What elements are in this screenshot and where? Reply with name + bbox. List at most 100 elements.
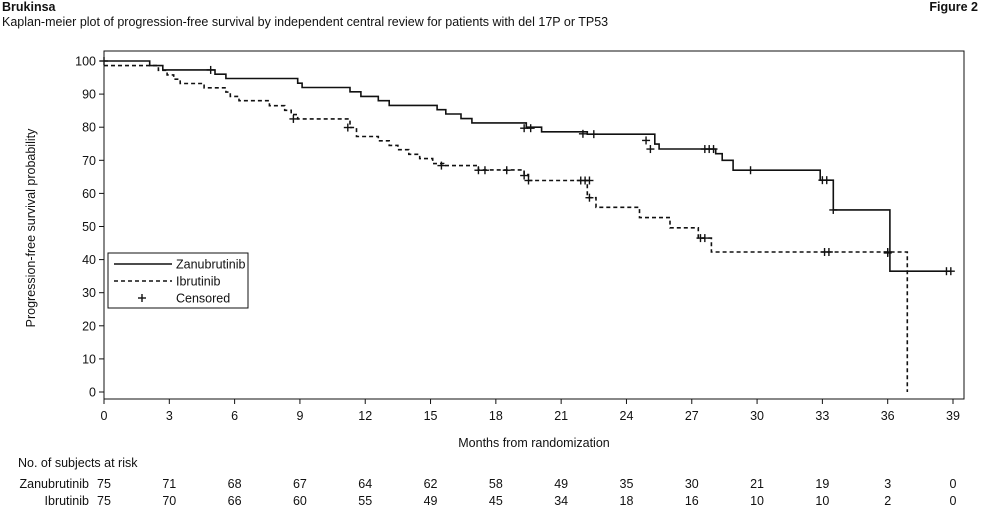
- x-axis-label: Months from randomization: [458, 436, 610, 450]
- y-tick-label: 70: [82, 154, 96, 168]
- censor-mark-ibrutinib: [480, 166, 489, 175]
- risk-value-zanubrutinib: 35: [620, 477, 634, 491]
- x-tick-label: 27: [685, 409, 699, 423]
- risk-value-ibrutinib: 66: [228, 494, 242, 508]
- risk-row-label-ibrutinib: Ibrutinib: [45, 494, 90, 508]
- risk-value-zanubrutinib: 30: [685, 477, 699, 491]
- censor-mark-ibrutinib: [502, 166, 511, 175]
- censor-mark-ibrutinib: [289, 114, 298, 123]
- x-tick-label: 3: [166, 409, 173, 423]
- series-layer: [100, 57, 955, 392]
- risk-value-ibrutinib: 2: [884, 494, 891, 508]
- x-tick-label: 12: [358, 409, 372, 423]
- risk-value-zanubrutinib: 21: [750, 477, 764, 491]
- censor-mark-zanubrutinib: [206, 65, 215, 74]
- plot-frame: [103, 50, 965, 400]
- censor-mark-zanubrutinib: [709, 145, 718, 154]
- legend-symbol-censored: [138, 294, 146, 302]
- risk-table: No. of subjects at risk Zanubrutinib 75 71…: [18, 456, 957, 508]
- legend-label-censored: Censored: [176, 292, 230, 306]
- risk-value-ibrutinib: 70: [162, 494, 176, 508]
- censor-mark-ibrutinib: [524, 176, 533, 185]
- y-tick-label: 40: [82, 253, 96, 267]
- risk-value-ibrutinib: 16: [685, 494, 699, 508]
- series-zanubrutinib: [100, 57, 955, 276]
- x-tick-label: 30: [750, 409, 764, 423]
- x-tick-label: 15: [424, 409, 438, 423]
- risk-value-zanubrutinib: 68: [228, 477, 242, 491]
- risk-value-zanubrutinib: 49: [554, 477, 568, 491]
- risk-table-heading: No. of subjects at risk: [18, 456, 138, 470]
- x-tick-label: 6: [231, 409, 238, 423]
- censor-mark-ibrutinib: [585, 176, 594, 185]
- legend: Zanubrutinib Ibrutinib Censored: [107, 252, 249, 309]
- y-axis: 0 10 20 30 40 50 60 70 80 90 100: [75, 55, 104, 400]
- x-tick-label: 21: [554, 409, 568, 423]
- risk-value-ibrutinib: 75: [97, 494, 111, 508]
- censor-mark-zanubrutinib: [822, 176, 831, 185]
- x-tick-label: 0: [101, 409, 108, 423]
- censor-mark-ibrutinib: [824, 247, 833, 256]
- x-tick-label: 33: [815, 409, 829, 423]
- censor-mark-zanubrutinib: [829, 205, 838, 214]
- censor-mark-ibrutinib: [700, 234, 709, 243]
- plot-border: [103, 50, 965, 400]
- risk-value-ibrutinib: 34: [554, 494, 568, 508]
- x-tick-label: 24: [620, 409, 634, 423]
- risk-value-zanubrutinib: 71: [162, 477, 176, 491]
- censor-mark-ibrutinib: [585, 193, 594, 202]
- km-curve-ibrutinib: [104, 64, 909, 392]
- y-tick-label: 80: [82, 121, 96, 135]
- brand-name: Brukinsa: [2, 0, 56, 14]
- series-ibrutinib: [104, 64, 909, 392]
- y-tick-label: 90: [82, 88, 96, 102]
- y-tick-label: 50: [82, 220, 96, 234]
- figure-label: Figure 2: [929, 0, 978, 14]
- risk-value-zanubrutinib: 62: [424, 477, 438, 491]
- censor-mark-zanubrutinib: [578, 129, 587, 138]
- legend-label-ibrutinib: Ibrutinib: [176, 275, 221, 289]
- censor-mark-zanubrutinib: [946, 267, 955, 276]
- y-tick-label: 30: [82, 286, 96, 300]
- censor-mark-ibrutinib: [343, 123, 352, 132]
- risk-value-zanubrutinib: 64: [358, 477, 372, 491]
- risk-value-zanubrutinib: 3: [884, 477, 891, 491]
- risk-value-ibrutinib: 10: [815, 494, 829, 508]
- x-tick-label: 9: [296, 409, 303, 423]
- y-tick-label: 20: [82, 319, 96, 333]
- risk-value-zanubrutinib: 67: [293, 477, 307, 491]
- censor-mark-zanubrutinib: [746, 166, 755, 175]
- censor-mark-zanubrutinib: [589, 130, 598, 139]
- x-axis: 0 3 6 9 12 15 18 21 24 27 30 33 36 39: [101, 399, 960, 423]
- censor-mark-ibrutinib: [883, 247, 892, 256]
- y-axis-label: Progression-free survival probability: [24, 128, 38, 327]
- risk-value-ibrutinib: 45: [489, 494, 503, 508]
- risk-value-zanubrutinib: 19: [815, 477, 829, 491]
- risk-row-label-zanubrutinib: Zanubrutinib: [20, 477, 90, 491]
- x-tick-label: 39: [946, 409, 960, 423]
- risk-value-zanubrutinib: 75: [97, 477, 111, 491]
- y-tick-label: 10: [82, 352, 96, 366]
- x-tick-label: 18: [489, 409, 503, 423]
- censor-mark-zanubrutinib: [642, 136, 651, 145]
- risk-value-ibrutinib: 10: [750, 494, 764, 508]
- y-tick-label: 0: [89, 386, 96, 400]
- risk-value-ibrutinib: 49: [424, 494, 438, 508]
- risk-value-zanubrutinib: 0: [950, 477, 957, 491]
- y-tick-label: 60: [82, 187, 96, 201]
- censor-mark-zanubrutinib: [100, 57, 108, 65]
- risk-value-zanubrutinib: 58: [489, 477, 503, 491]
- legend-label-zanubrutinib: Zanubrutinib: [176, 258, 246, 272]
- x-tick-label: 36: [881, 409, 895, 423]
- chart-subtitle: Kaplan-meier plot of progression-free su…: [2, 15, 609, 29]
- risk-value-ibrutinib: 18: [620, 494, 634, 508]
- censor-mark-ibrutinib: [520, 171, 529, 180]
- risk-value-ibrutinib: 60: [293, 494, 307, 508]
- y-tick-label: 100: [75, 55, 96, 69]
- censor-mark-ibrutinib: [437, 161, 446, 170]
- risk-value-ibrutinib: 55: [358, 494, 372, 508]
- risk-value-ibrutinib: 0: [950, 494, 957, 508]
- censor-mark-zanubrutinib: [526, 124, 535, 133]
- km-curve-zanubrutinib: [104, 60, 951, 272]
